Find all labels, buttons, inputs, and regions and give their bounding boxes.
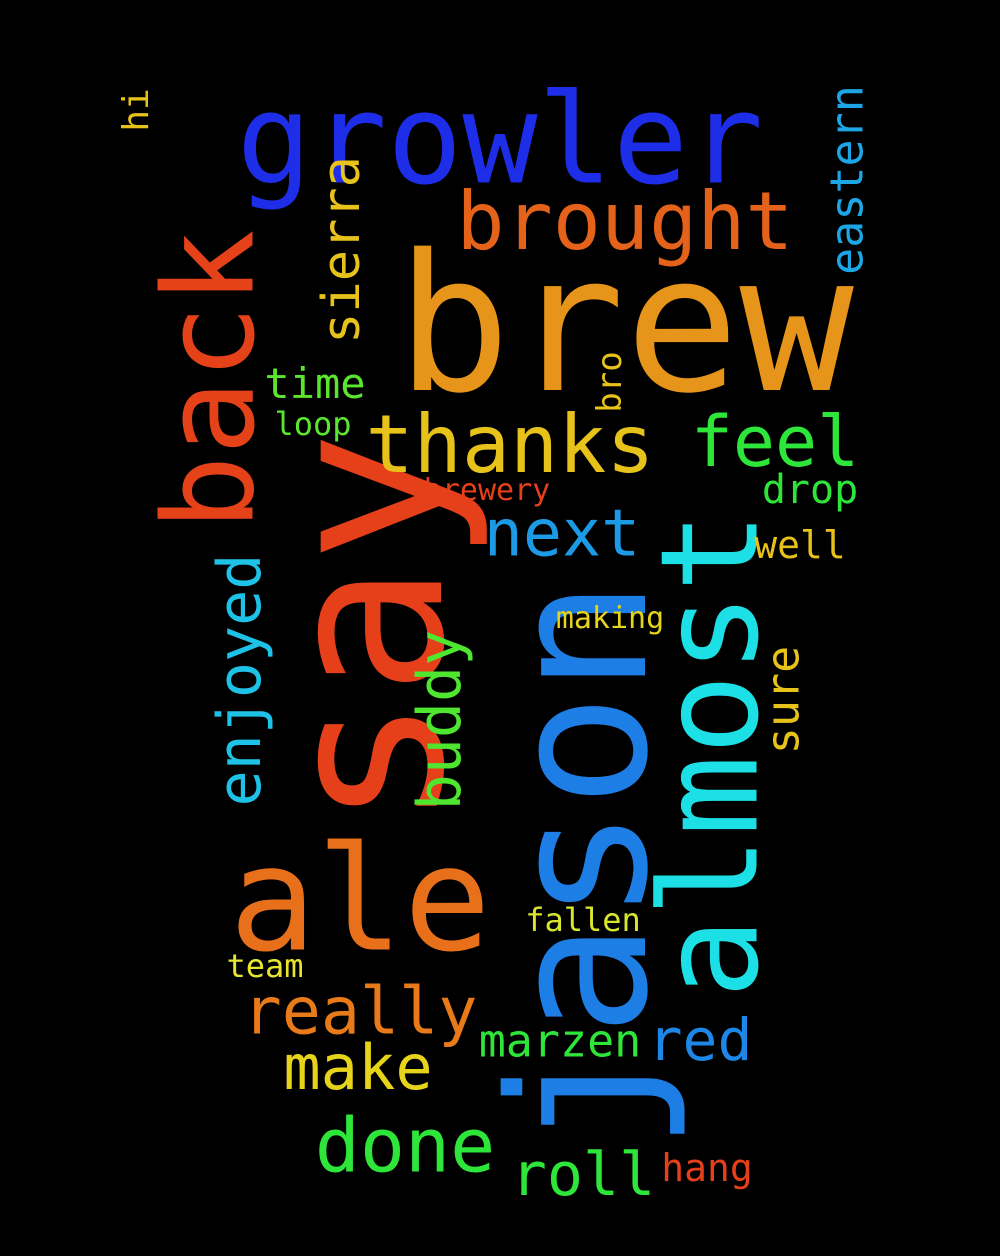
word-sierra: sierra	[312, 156, 372, 344]
word-brought: brought	[456, 175, 794, 268]
word-well: well	[754, 523, 846, 567]
word-brew: brew	[396, 214, 854, 435]
word-back: back	[137, 229, 283, 531]
word-next: next	[483, 496, 641, 572]
word-feel: feel	[690, 401, 860, 483]
word-team: team	[226, 947, 304, 985]
word-enjoyed: enjoyed	[205, 553, 275, 807]
word-drop: drop	[761, 467, 859, 513]
word-thanks: thanks	[365, 398, 655, 491]
word-loop: loop	[274, 405, 352, 443]
word-ale: ale	[229, 815, 491, 985]
word-really: really	[242, 974, 478, 1050]
word-hi: hi	[116, 88, 157, 132]
word-making: making	[555, 601, 665, 636]
word-time: time	[264, 359, 366, 408]
word-done: done	[314, 1101, 496, 1190]
word-red: red	[647, 1006, 753, 1074]
word-brewery: brewery	[423, 473, 551, 508]
word-marzen: marzen	[478, 1014, 642, 1068]
word-fallen: fallen	[525, 901, 641, 939]
word-almost: almost	[631, 511, 789, 999]
word-roll: roll	[510, 1140, 656, 1210]
word-hang: hang	[661, 1146, 753, 1190]
word-buddy: buddy	[405, 629, 475, 811]
word-eastern: eastern	[820, 85, 874, 275]
word-bro: bro	[590, 351, 630, 413]
word-make: make	[283, 1031, 433, 1104]
word-sure: sure	[756, 645, 810, 755]
word-growler: growler	[236, 67, 764, 213]
